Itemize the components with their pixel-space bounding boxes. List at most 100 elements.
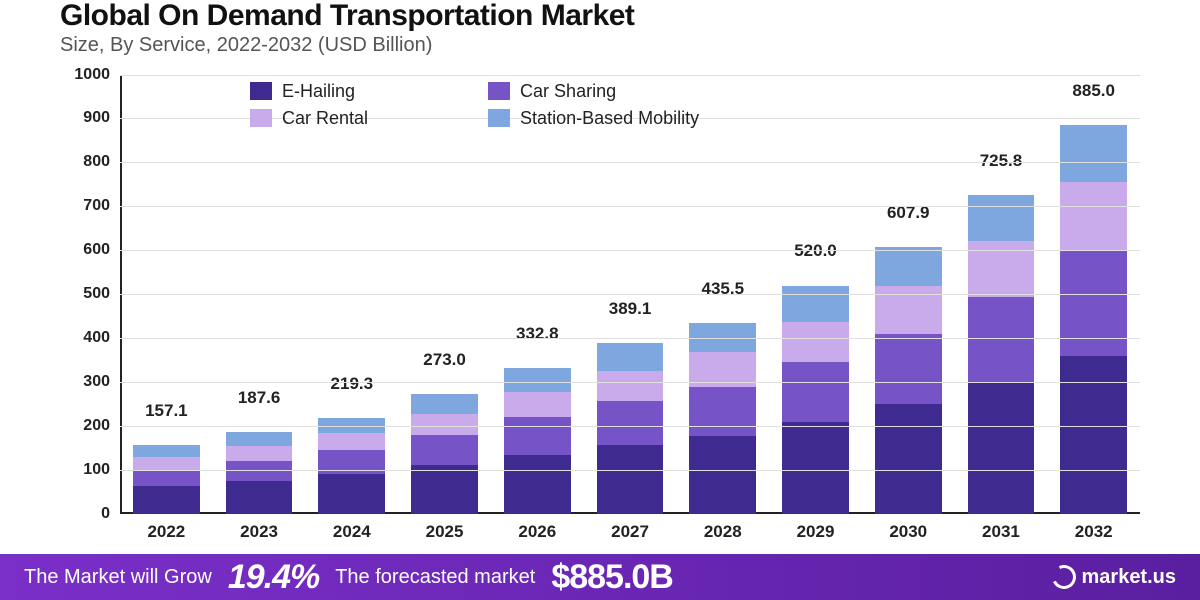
legend-label: Station-Based Mobility [520,108,699,129]
y-tick: 600 [83,241,110,259]
x-tick: 2023 [240,522,278,542]
y-tick: 200 [83,417,110,435]
bar-segment [968,195,1035,241]
y-tick: 400 [83,329,110,347]
bar-segment [597,371,664,401]
bar-stack [1060,125,1127,514]
bar-segment [1060,356,1127,514]
bar-segment [504,392,571,417]
grid-line [120,426,1140,427]
x-tick: 2026 [518,522,556,542]
y-tick: 100 [83,461,110,479]
bar-segment [689,387,756,436]
bar-segment [597,445,664,514]
chart-title: Global On Demand Transportation Market [60,0,1140,32]
y-tick: 300 [83,373,110,391]
x-tick: 2029 [797,522,835,542]
bar-segment [226,461,293,481]
legend: E-Hailing Car Sharing Car Rental Station-Ba… [250,81,699,129]
bar-stack [318,418,385,514]
bar-total-label: 725.8 [980,151,1023,171]
bar-stack [411,394,478,514]
bar-segment [875,334,942,404]
bar-total-label: 885.0 [1072,81,1115,101]
bar-segment [782,322,849,363]
bar-total-label: 520.0 [794,241,837,261]
grid-line [120,294,1140,295]
bar-total-label: 187.6 [238,388,281,408]
bar-segment [1060,250,1127,355]
plot-area: E-Hailing Car Sharing Car Rental Station-Ba… [120,75,1140,515]
brand-name: market.us [1082,566,1177,589]
bar-stack [226,432,293,514]
brand-icon [1048,562,1079,593]
x-tick: 2027 [611,522,649,542]
bar-segment [411,414,478,435]
x-tick: 2022 [147,522,185,542]
bar-segment [1060,125,1127,182]
bar-segment [597,401,664,445]
legend-swatch [250,109,272,127]
x-tick: 2030 [889,522,927,542]
y-tick: 700 [83,197,110,215]
legend-item: Station-Based Mobility [488,108,699,129]
brand: market.us [1052,565,1177,589]
bar-segment [875,247,942,287]
bar-segment [411,465,478,514]
legend-swatch [250,82,272,100]
bar-stack [133,445,200,514]
bar-segment [597,343,664,371]
bar-segment [226,446,293,461]
legend-item: Car Rental [250,108,368,129]
legend-label: Car Rental [282,108,368,129]
legend-item: E-Hailing [250,81,368,102]
bar-stack [968,195,1035,514]
grow-prefix: The Market will Grow [24,566,212,589]
legend-swatch [488,109,510,127]
bar-segment [133,486,200,514]
bar-segment [411,435,478,465]
bar-total-label: 219.3 [331,374,374,394]
y-tick: 0 [101,505,110,523]
bar-segment [968,383,1035,514]
root: Global On Demand Transportation Market S… [0,0,1200,600]
x-tick: 2032 [1075,522,1113,542]
bar-stack [875,247,942,514]
grid-line [120,206,1140,207]
grid-line [120,382,1140,383]
bar-segment [968,297,1035,383]
bar-stack [597,343,664,514]
bar-total-label: 273.0 [423,350,466,370]
legend-label: E-Hailing [282,81,355,102]
forecast-value: $885.0B [551,558,673,597]
bar-segment [782,286,849,322]
legend-item: Car Sharing [488,81,699,102]
chart-subtitle: Size, By Service, 2022-2032 (USD Billion… [60,34,1140,57]
bar-segment [318,474,385,514]
x-tick: 2031 [982,522,1020,542]
bar-total-label: 332.8 [516,324,559,344]
bar-segment [133,471,200,487]
bar-segment [782,422,849,514]
forecast-prefix: The forecasted market [335,566,535,589]
grid-line [120,75,1140,76]
y-tick: 800 [83,153,110,171]
bar-segment [318,433,385,451]
grid-line [120,162,1140,163]
x-tick: 2024 [333,522,371,542]
x-tick: 2028 [704,522,742,542]
x-tick: 2025 [426,522,464,542]
y-tick: 500 [83,285,110,303]
bar-segment [875,404,942,514]
bar-segment [504,455,571,514]
bar-total-label: 157.1 [145,401,188,421]
bar-segment [226,481,293,514]
grid-line [120,250,1140,251]
grow-percent: 19.4% [228,558,319,597]
bar-segment [1060,182,1127,250]
bar-stack [782,285,849,514]
y-tick: 900 [83,109,110,127]
bar-segment [782,362,849,421]
grid-line [120,338,1140,339]
header: Global On Demand Transportation Market S… [0,0,1200,65]
